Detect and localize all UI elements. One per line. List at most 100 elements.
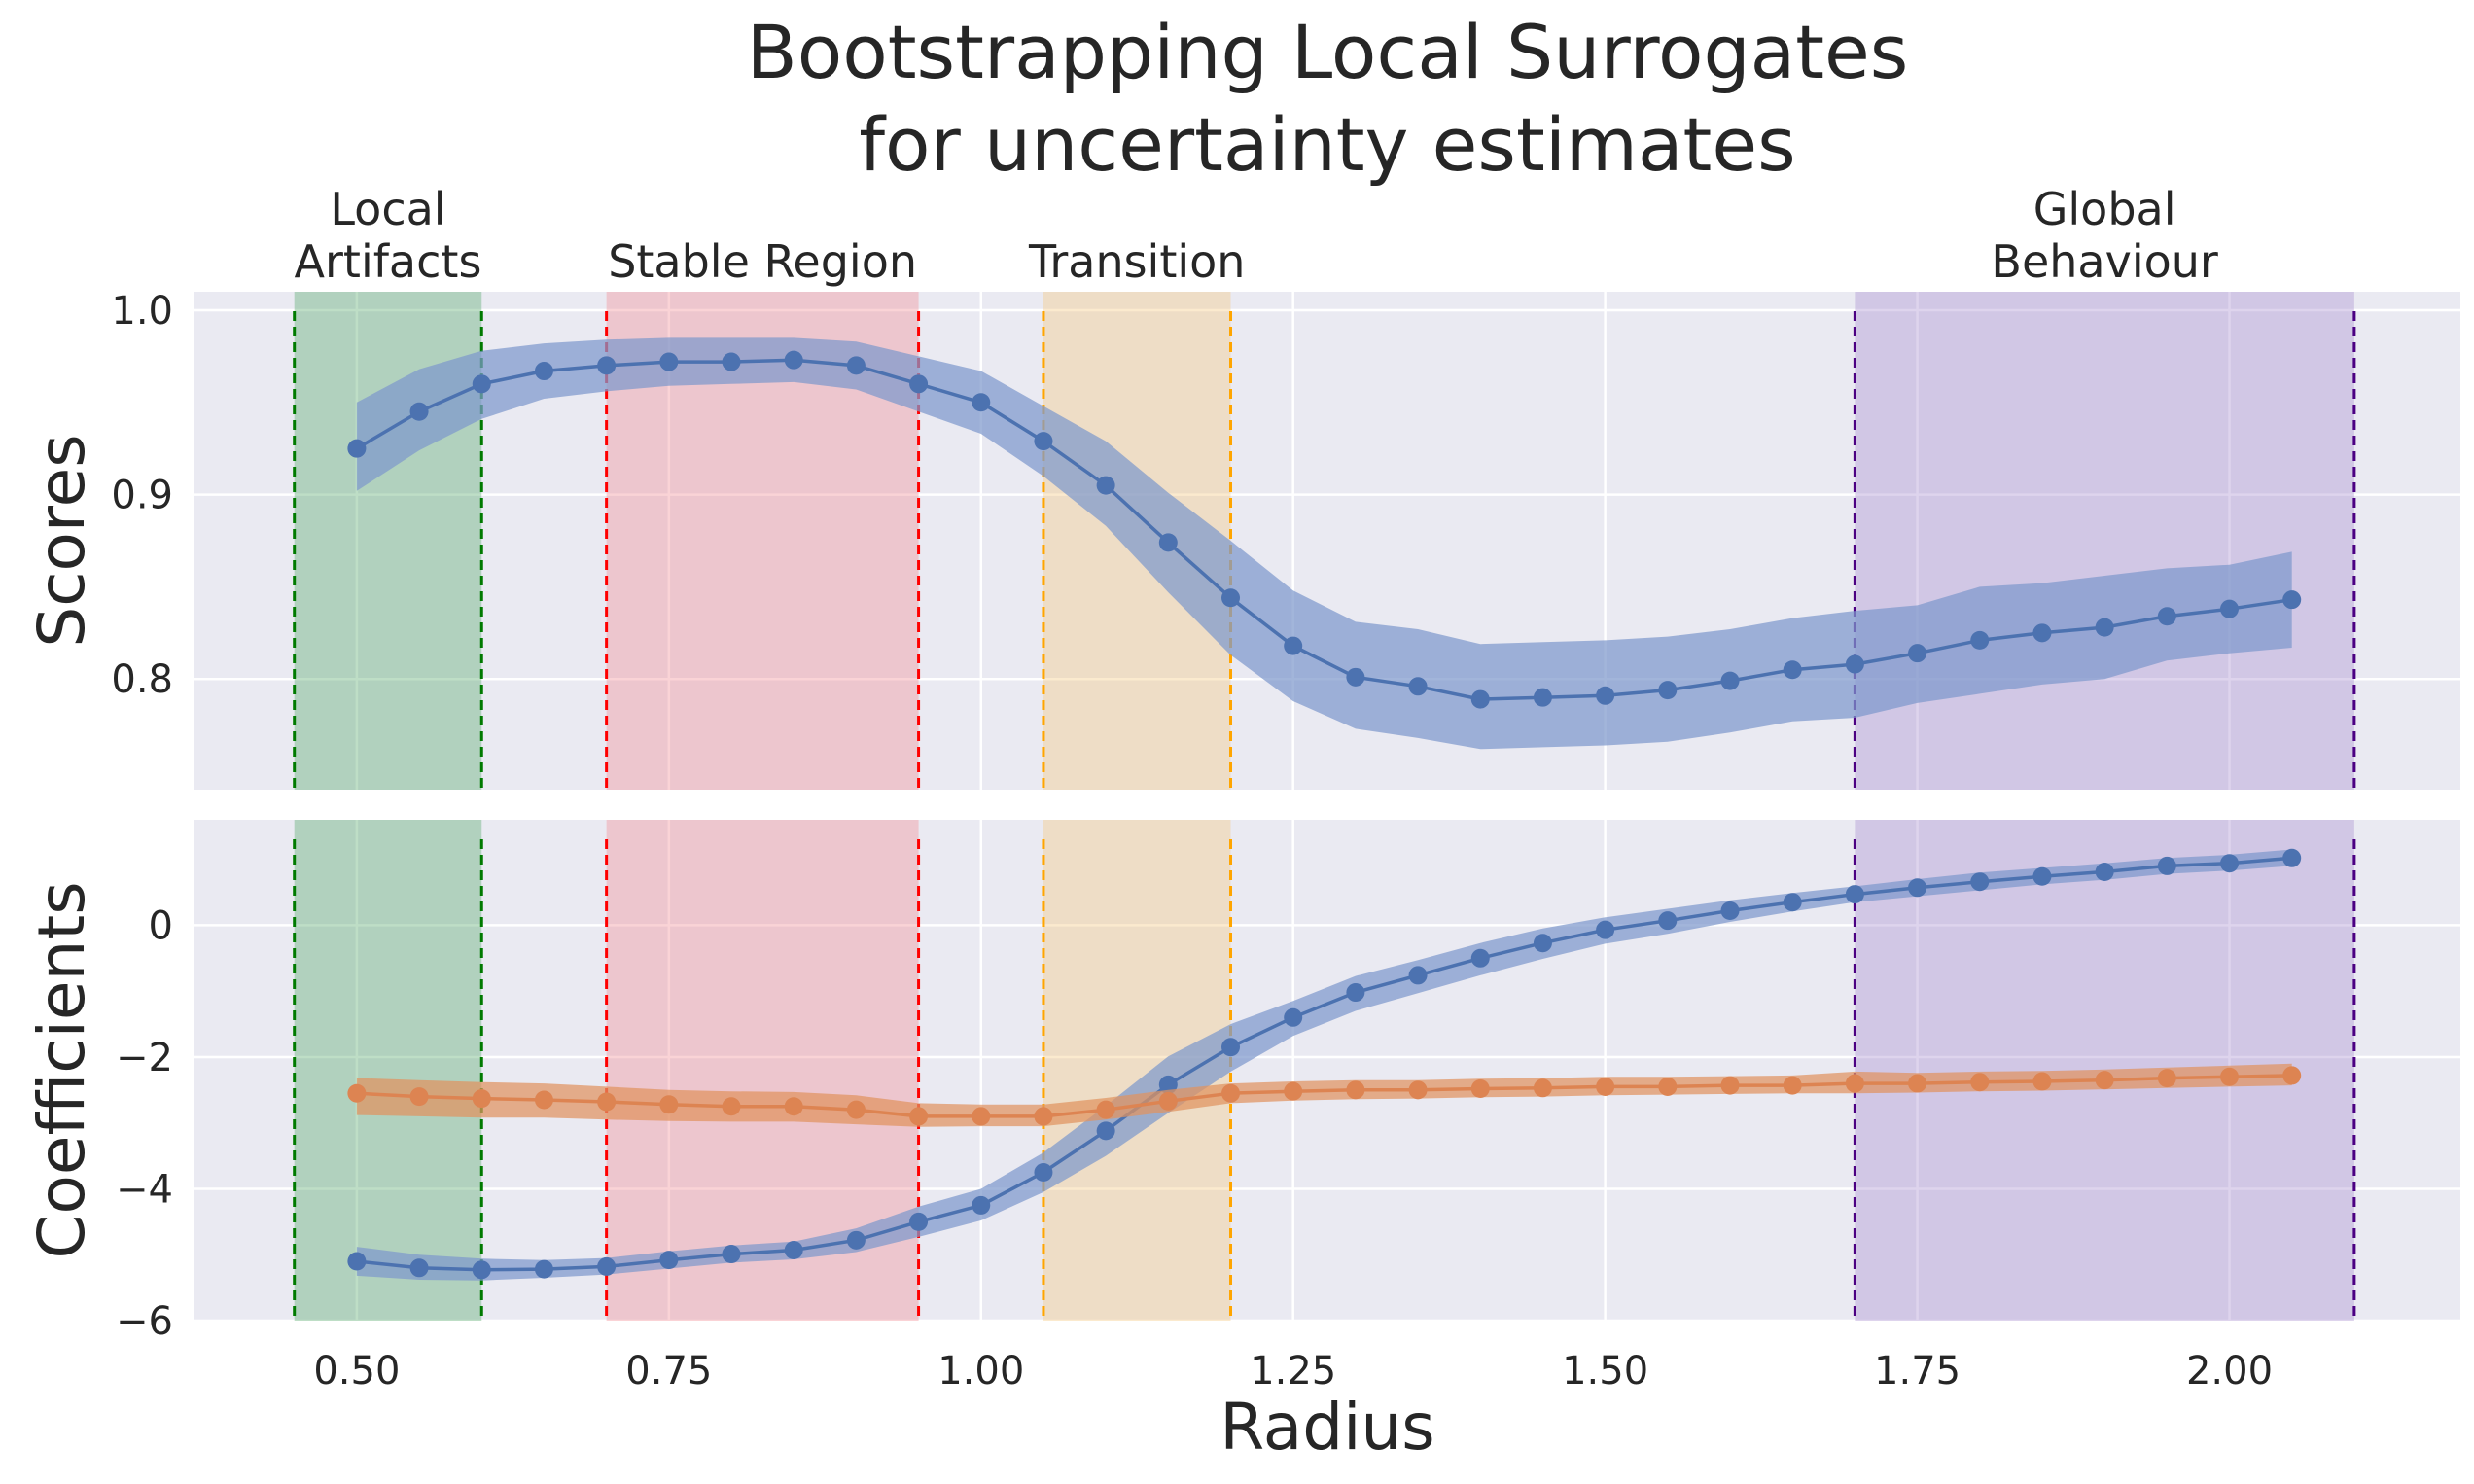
- scores-data-point-0: [1845, 654, 1864, 674]
- coefficients-data-point-0: [347, 1252, 367, 1271]
- coefficients-data-point-1: [2220, 1067, 2240, 1086]
- coefficients-y-label: Coefficients: [24, 881, 99, 1258]
- scores-y-ticks: 0.8 0.9 1.0: [111, 289, 173, 702]
- coefficients-data-point-0: [1845, 885, 1864, 904]
- scores-y-label: Scores: [24, 434, 99, 647]
- scores-data-point-0: [1908, 644, 1927, 663]
- region-label-0: Local: [330, 183, 445, 235]
- coefficients-y-ticks: −6 −4 −2 0: [116, 903, 173, 1344]
- scores-data-point-0: [722, 352, 741, 371]
- scores-series: [347, 337, 2302, 750]
- region-shade-0: [294, 820, 482, 1321]
- scores-y-tick-label: 1.0: [111, 289, 173, 334]
- scores-data-point-0: [2282, 590, 2302, 610]
- coefficients-data-point-1: [1284, 1081, 1303, 1101]
- coefficients-data-point-0: [1096, 1121, 1115, 1141]
- coefficients-data-point-1: [1408, 1080, 1428, 1100]
- scores-data-point-0: [1970, 630, 1990, 650]
- coefficients-data-point-0: [1284, 1007, 1303, 1027]
- scores-data-point-0: [1408, 677, 1428, 696]
- coefficients-data-point-0: [722, 1245, 741, 1264]
- coefficients-data-point-1: [2157, 1069, 2176, 1088]
- coefficients-data-point-0: [1533, 934, 1552, 953]
- x-tick-label: 0.75: [625, 1349, 712, 1394]
- coefficients-data-point-0: [1034, 1163, 1053, 1183]
- coefficients-data-point-1: [1720, 1076, 1740, 1095]
- coefficients-data-point-1: [784, 1097, 803, 1116]
- scores-data-point-0: [534, 362, 553, 381]
- coefficients-data-point-0: [409, 1258, 429, 1278]
- coefficients-mean-line-1: [356, 1074, 2292, 1118]
- scores-data-point-0: [347, 439, 367, 458]
- chart-title-line-2: for uncertainty estimates: [859, 101, 1795, 188]
- scores-data-point-0: [1346, 667, 1365, 687]
- scores-data-point-0: [1158, 533, 1178, 552]
- scores-y-tick-label: 0.8: [111, 657, 173, 702]
- coefficients-data-point-1: [1034, 1107, 1053, 1126]
- scores-data-point-0: [1284, 636, 1303, 655]
- x-tick-label: 1.00: [937, 1349, 1024, 1394]
- coefficients-data-point-0: [2032, 866, 2052, 886]
- coefficients-y-tick-label: −2: [116, 1036, 173, 1080]
- coefficients-data-point-0: [597, 1256, 617, 1276]
- scores-data-point-0: [2095, 618, 2114, 637]
- coefficients-data-point-0: [1596, 920, 1615, 939]
- x-tick-label: 1.75: [1874, 1349, 1961, 1394]
- scores-data-point-0: [1221, 588, 1241, 608]
- coefficients-data-point-1: [1658, 1077, 1678, 1096]
- scores-data-point-0: [1596, 686, 1615, 705]
- coefficients-data-point-1: [347, 1083, 367, 1103]
- x-tick-label: 0.50: [313, 1349, 400, 1394]
- scores-data-point-0: [1533, 688, 1552, 707]
- x-ticks: 0.50 0.75 1.00 1.25 1.50 1.75 2.00: [313, 1349, 2273, 1394]
- coefficients-data-point-0: [1908, 878, 1927, 898]
- coefficients-y-tick-label: 0: [149, 903, 173, 948]
- coefficients-data-point-1: [597, 1092, 617, 1112]
- coefficients-data-point-1: [2095, 1071, 2114, 1090]
- coefficients-data-point-0: [2095, 863, 2114, 882]
- coefficients-data-point-1: [2282, 1066, 2302, 1085]
- scores-data-point-0: [784, 350, 803, 370]
- scores-data-point-0: [2220, 599, 2240, 618]
- region-label-3: Behaviour: [1991, 235, 2218, 288]
- scores-panel: 0.8 0.9 1.0 Scores: [24, 289, 2460, 790]
- coefficients-data-point-1: [972, 1107, 991, 1126]
- coefficients-uncertainty-band-1: [356, 1063, 2292, 1127]
- coefficients-data-point-0: [1346, 983, 1365, 1003]
- scores-data-point-0: [1096, 476, 1115, 495]
- coefficients-y-tick-label: −4: [116, 1167, 173, 1212]
- coefficients-data-point-1: [1596, 1077, 1615, 1096]
- coefficients-data-point-0: [534, 1259, 553, 1279]
- coefficients-data-point-0: [909, 1212, 929, 1231]
- coefficients-data-point-1: [1845, 1074, 1864, 1093]
- coefficients-data-point-0: [972, 1195, 991, 1215]
- scores-data-point-0: [846, 356, 866, 375]
- coefficients-data-point-1: [846, 1100, 866, 1119]
- coefficients-data-point-0: [2282, 848, 2302, 867]
- scores-mean-line-0: [356, 358, 2292, 701]
- coefficients-data-point-1: [1346, 1080, 1365, 1100]
- scores-data-point-0: [1720, 671, 1740, 690]
- coefficients-data-point-0: [784, 1240, 803, 1259]
- coefficients-grid: [194, 820, 2460, 1323]
- region-label-0: Artifacts: [295, 235, 482, 288]
- coefficients-data-point-0: [1408, 966, 1428, 985]
- scores-data-point-0: [597, 356, 617, 375]
- coefficients-data-point-0: [1221, 1038, 1241, 1057]
- coefficients-data-point-0: [659, 1251, 679, 1270]
- coefficients-data-point-1: [1096, 1100, 1115, 1119]
- region-label-1: Stable Region: [608, 235, 917, 288]
- x-tick-label: 2.00: [2186, 1349, 2273, 1394]
- coefficients-y-tick-label: −6: [116, 1299, 173, 1344]
- scores-data-point-0: [1034, 432, 1053, 451]
- coefficients-data-point-0: [846, 1230, 866, 1250]
- scores-uncertainty-band-0: [356, 337, 2292, 750]
- x-tick-label: 1.25: [1250, 1349, 1336, 1394]
- x-tick-label: 1.50: [1562, 1349, 1648, 1394]
- coefficients-data-point-0: [1158, 1075, 1178, 1094]
- coefficients-data-point-1: [2032, 1072, 2052, 1091]
- coefficients-data-point-1: [1533, 1078, 1552, 1098]
- region-label-3: Global: [2033, 183, 2176, 235]
- scores-data-point-0: [2032, 623, 2052, 643]
